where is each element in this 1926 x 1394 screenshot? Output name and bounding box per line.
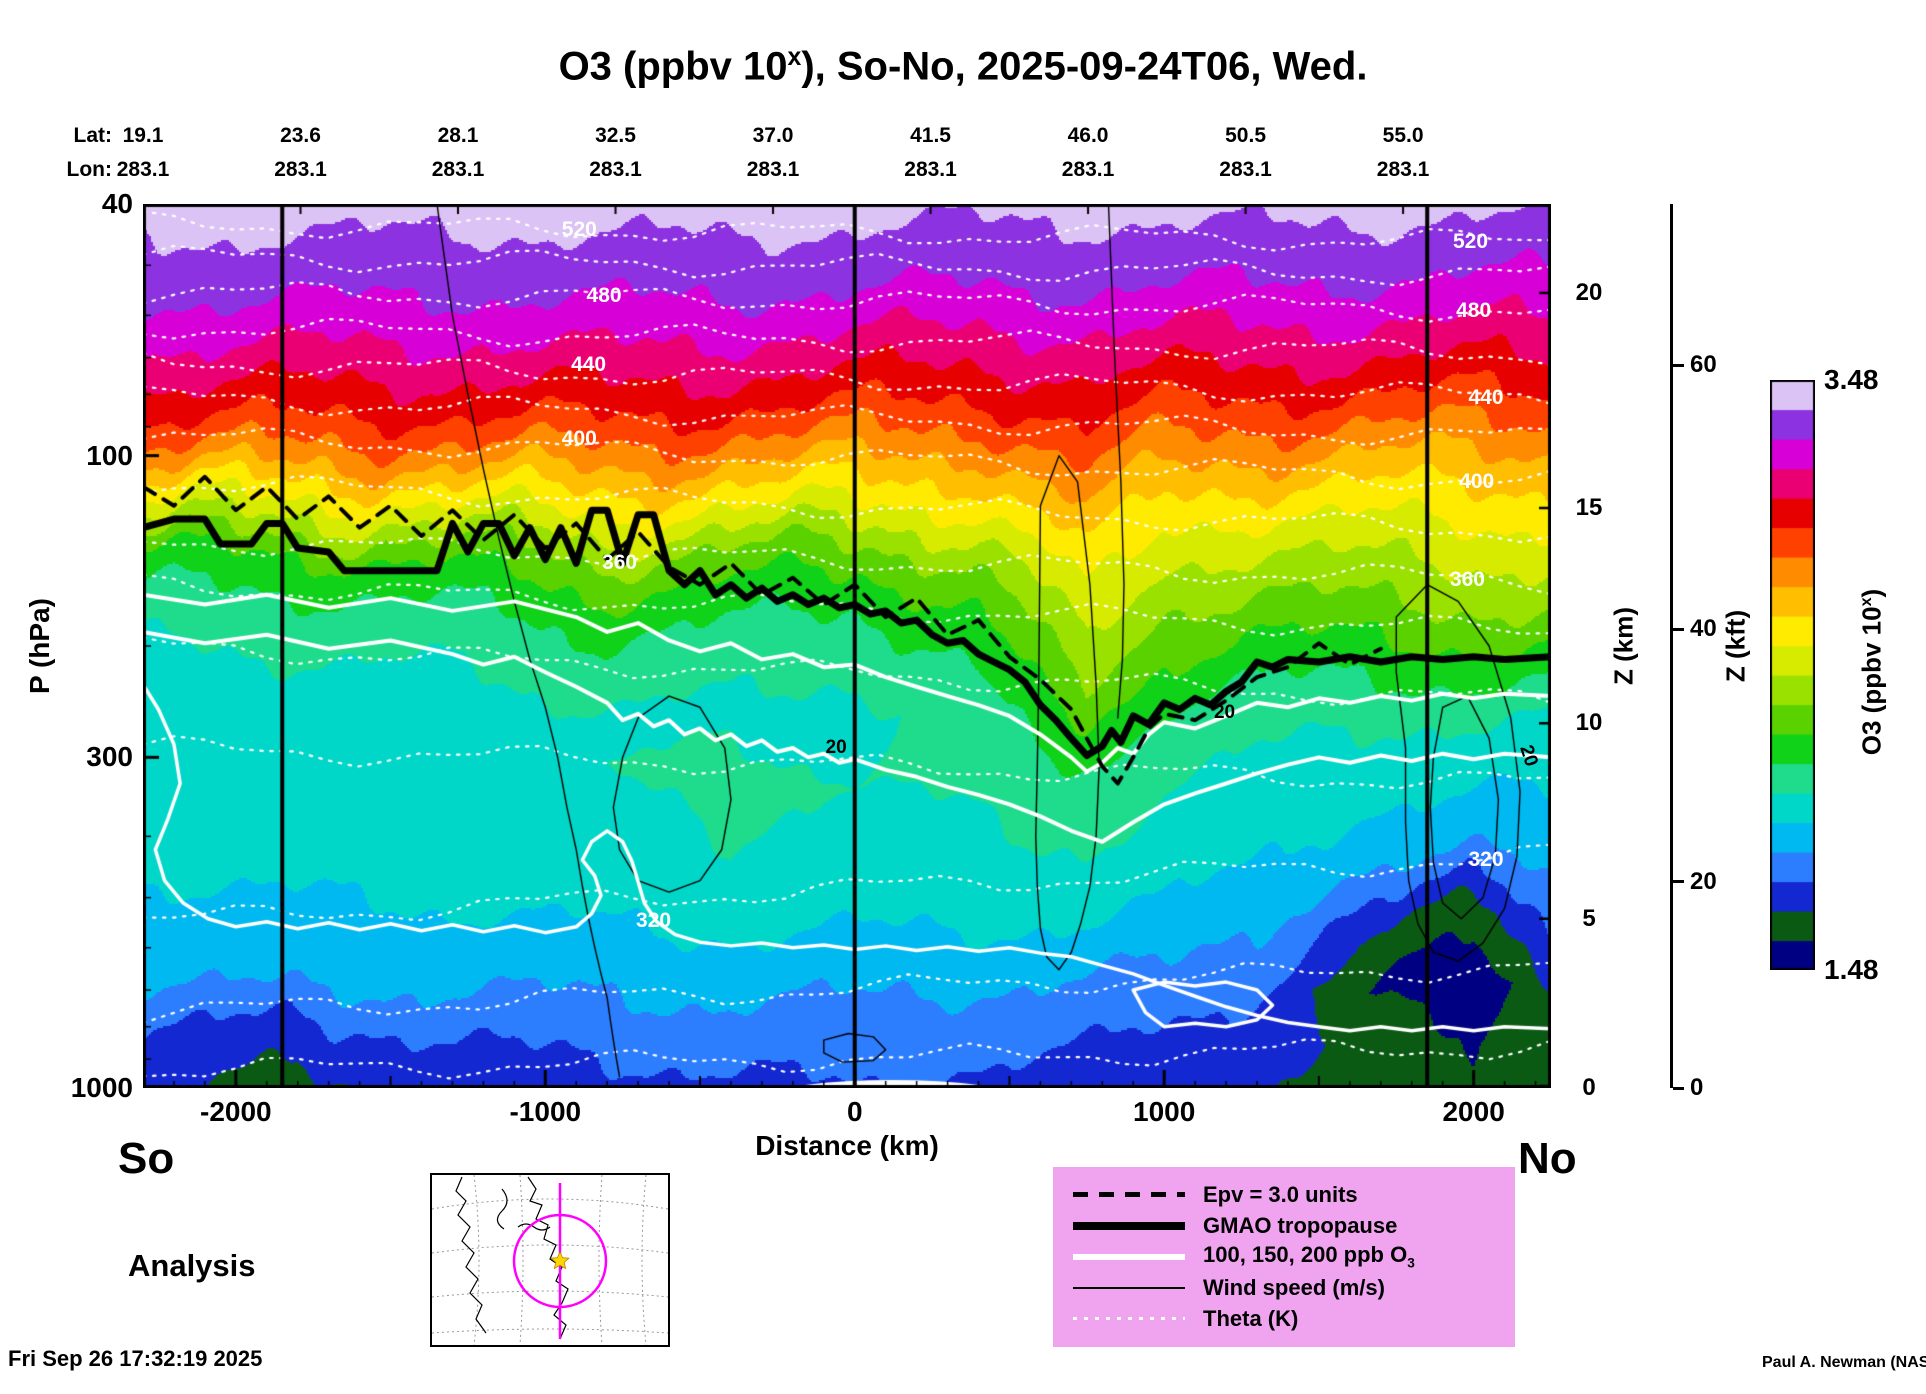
map-location-star <box>550 1251 570 1270</box>
zkft-tick-mark <box>1673 1086 1684 1090</box>
x-tick-label: 2000 <box>1442 1096 1505 1127</box>
zkm-tick-label: 5 <box>1582 904 1596 932</box>
legend-label-theta: Theta (K) <box>1203 1305 1299 1331</box>
lat-value: 46.0 <box>1067 124 1109 147</box>
map-graticule <box>519 1175 524 1345</box>
map-graticule <box>473 1175 480 1345</box>
x-tick-label: 1000 <box>1133 1096 1196 1127</box>
zkft-tick-label: 20 <box>1690 867 1717 895</box>
map-graticule <box>432 1328 668 1334</box>
colorbar-max-value: 3.48 <box>1824 364 1879 395</box>
epv-dashed-line-sample <box>1073 1192 1185 1197</box>
zkft-tick-mark <box>1673 363 1684 367</box>
zkft-axis-label: Z (kft) <box>1720 609 1751 683</box>
north-end-label: No <box>1518 1134 1577 1183</box>
zkm-tick-label: 15 <box>1575 493 1603 521</box>
zkft-tick-label: 60 <box>1690 351 1717 379</box>
legend-label-o3-contours: 100, 150, 200 ppb O3 <box>1203 1242 1415 1270</box>
legend-label-wind: Wind speed (m/s) <box>1203 1274 1385 1300</box>
map-graticule <box>641 1175 647 1345</box>
legend-label-epv: Epv = 3.0 units <box>1203 1181 1358 1207</box>
generation-timestamp: Fri Sep 26 17:32:19 2025 <box>8 1346 263 1371</box>
lon-value: 283.1 <box>1061 158 1115 181</box>
legend-item-o3-contours: 100, 150, 200 ppb O3 <box>1053 1241 1515 1272</box>
south-end-label: So <box>118 1134 175 1183</box>
lat-value: 55.0 <box>1382 124 1424 147</box>
y-tick-label: 300 <box>86 741 133 773</box>
cross-section-plot <box>143 204 1551 1088</box>
zkft-axis-line <box>1670 204 1673 1088</box>
credit-label: Paul A. Newman (NASA <box>1762 1354 1926 1371</box>
chart-title-pre: O3 (ppbv 10 <box>558 44 788 89</box>
map-coastline <box>455 1176 487 1334</box>
zkft-tick-mark <box>1673 880 1684 884</box>
lat-value: 41.5 <box>910 124 951 147</box>
legend-label-o3-pre: 100, 150, 200 ppb O <box>1203 1242 1408 1268</box>
lat-value: 37.0 <box>752 124 794 147</box>
lon-value: 283.1 <box>1219 158 1272 181</box>
colorbar-label-sup: x <box>1856 597 1875 607</box>
map-great-lakes <box>517 1223 551 1231</box>
tropopause-line-sample <box>1073 1221 1185 1230</box>
x-tick-label: -1000 <box>509 1096 582 1127</box>
legend-item-epv: Epv = 3.0 units <box>1053 1179 1515 1210</box>
zkm-tick-label: 20 <box>1575 278 1603 306</box>
colorbar-label-pre: O3 (ppbv 10 <box>1856 606 1887 756</box>
lat-value: 19.1 <box>122 124 164 147</box>
y-tick-label: 1000 <box>70 1072 133 1103</box>
lat-value: 50.5 <box>1225 124 1266 147</box>
lon-value: 283.1 <box>904 158 957 181</box>
x-tick-label: -2000 <box>200 1096 272 1127</box>
lon-axis-prefix: Lon: <box>66 158 112 181</box>
colorbar-min-value: 1.48 <box>1824 954 1879 985</box>
zkm-axis-label: Z (km) <box>1608 607 1639 685</box>
lon-value: 283.1 <box>274 158 327 181</box>
zkm-tick-label: 0 <box>1582 1074 1596 1101</box>
x-tick-label: 0 <box>846 1096 863 1127</box>
map-hudson-bay <box>496 1188 508 1230</box>
colorbar-label: O3 (ppbv 10x) <box>1857 589 1888 755</box>
chart-title-post: ), So-No, 2025-09-24T06, Wed. <box>801 44 1368 89</box>
legend-item-tropopause: GMAO tropopause <box>1053 1210 1515 1241</box>
legend-label-o3-sub: 3 <box>1407 1255 1415 1271</box>
lat-value: 32.5 <box>595 124 636 147</box>
lon-value: 283.1 <box>589 158 642 181</box>
lon-value: 283.1 <box>746 158 800 181</box>
colorbar-label-post: ) <box>1856 588 1887 598</box>
map-coastline <box>527 1176 569 1340</box>
zkft-tick-mark <box>1673 627 1684 631</box>
o3-contour-line-sample <box>1073 1253 1185 1260</box>
y-axis-label: P (hPa) <box>24 598 55 694</box>
y-tick-label: 100 <box>86 439 133 471</box>
map-graticule <box>432 1290 668 1298</box>
lon-value: 283.1 <box>431 158 485 181</box>
wind-line-sample <box>1073 1286 1185 1289</box>
theta-line-sample <box>1073 1317 1185 1320</box>
legend-item-wind: Wind speed (m/s) <box>1053 1272 1515 1303</box>
map-graticule <box>598 1175 603 1345</box>
lat-value: 23.6 <box>280 124 321 147</box>
colorbar <box>1770 380 1815 970</box>
chart-title-sup: x <box>787 44 802 71</box>
lat-axis-prefix: Lat: <box>73 124 113 147</box>
legend: Epv = 3.0 units GMAO tropopause 100, 150… <box>1053 1167 1515 1347</box>
lat-value: 28.1 <box>437 124 479 147</box>
legend-item-theta: Theta (K) <box>1053 1303 1515 1334</box>
legend-label-tropopause: GMAO tropopause <box>1203 1212 1398 1238</box>
lon-value: 283.1 <box>1376 158 1430 181</box>
map-graticule <box>432 1198 668 1210</box>
map-inset <box>430 1173 670 1347</box>
zkm-tick-label: 10 <box>1575 709 1603 737</box>
zkft-tick-label: 0 <box>1690 1074 1704 1101</box>
zkft-tick-label: 40 <box>1690 615 1717 642</box>
analysis-label: Analysis <box>128 1248 256 1283</box>
y-tick-label: 40 <box>101 188 133 219</box>
chart-title: O3 (ppbv 10x), So-No, 2025-09-24T06, Wed… <box>0 44 1926 89</box>
lon-value: 283.1 <box>116 158 170 181</box>
x-axis-label: Distance (km) <box>755 1130 939 1161</box>
